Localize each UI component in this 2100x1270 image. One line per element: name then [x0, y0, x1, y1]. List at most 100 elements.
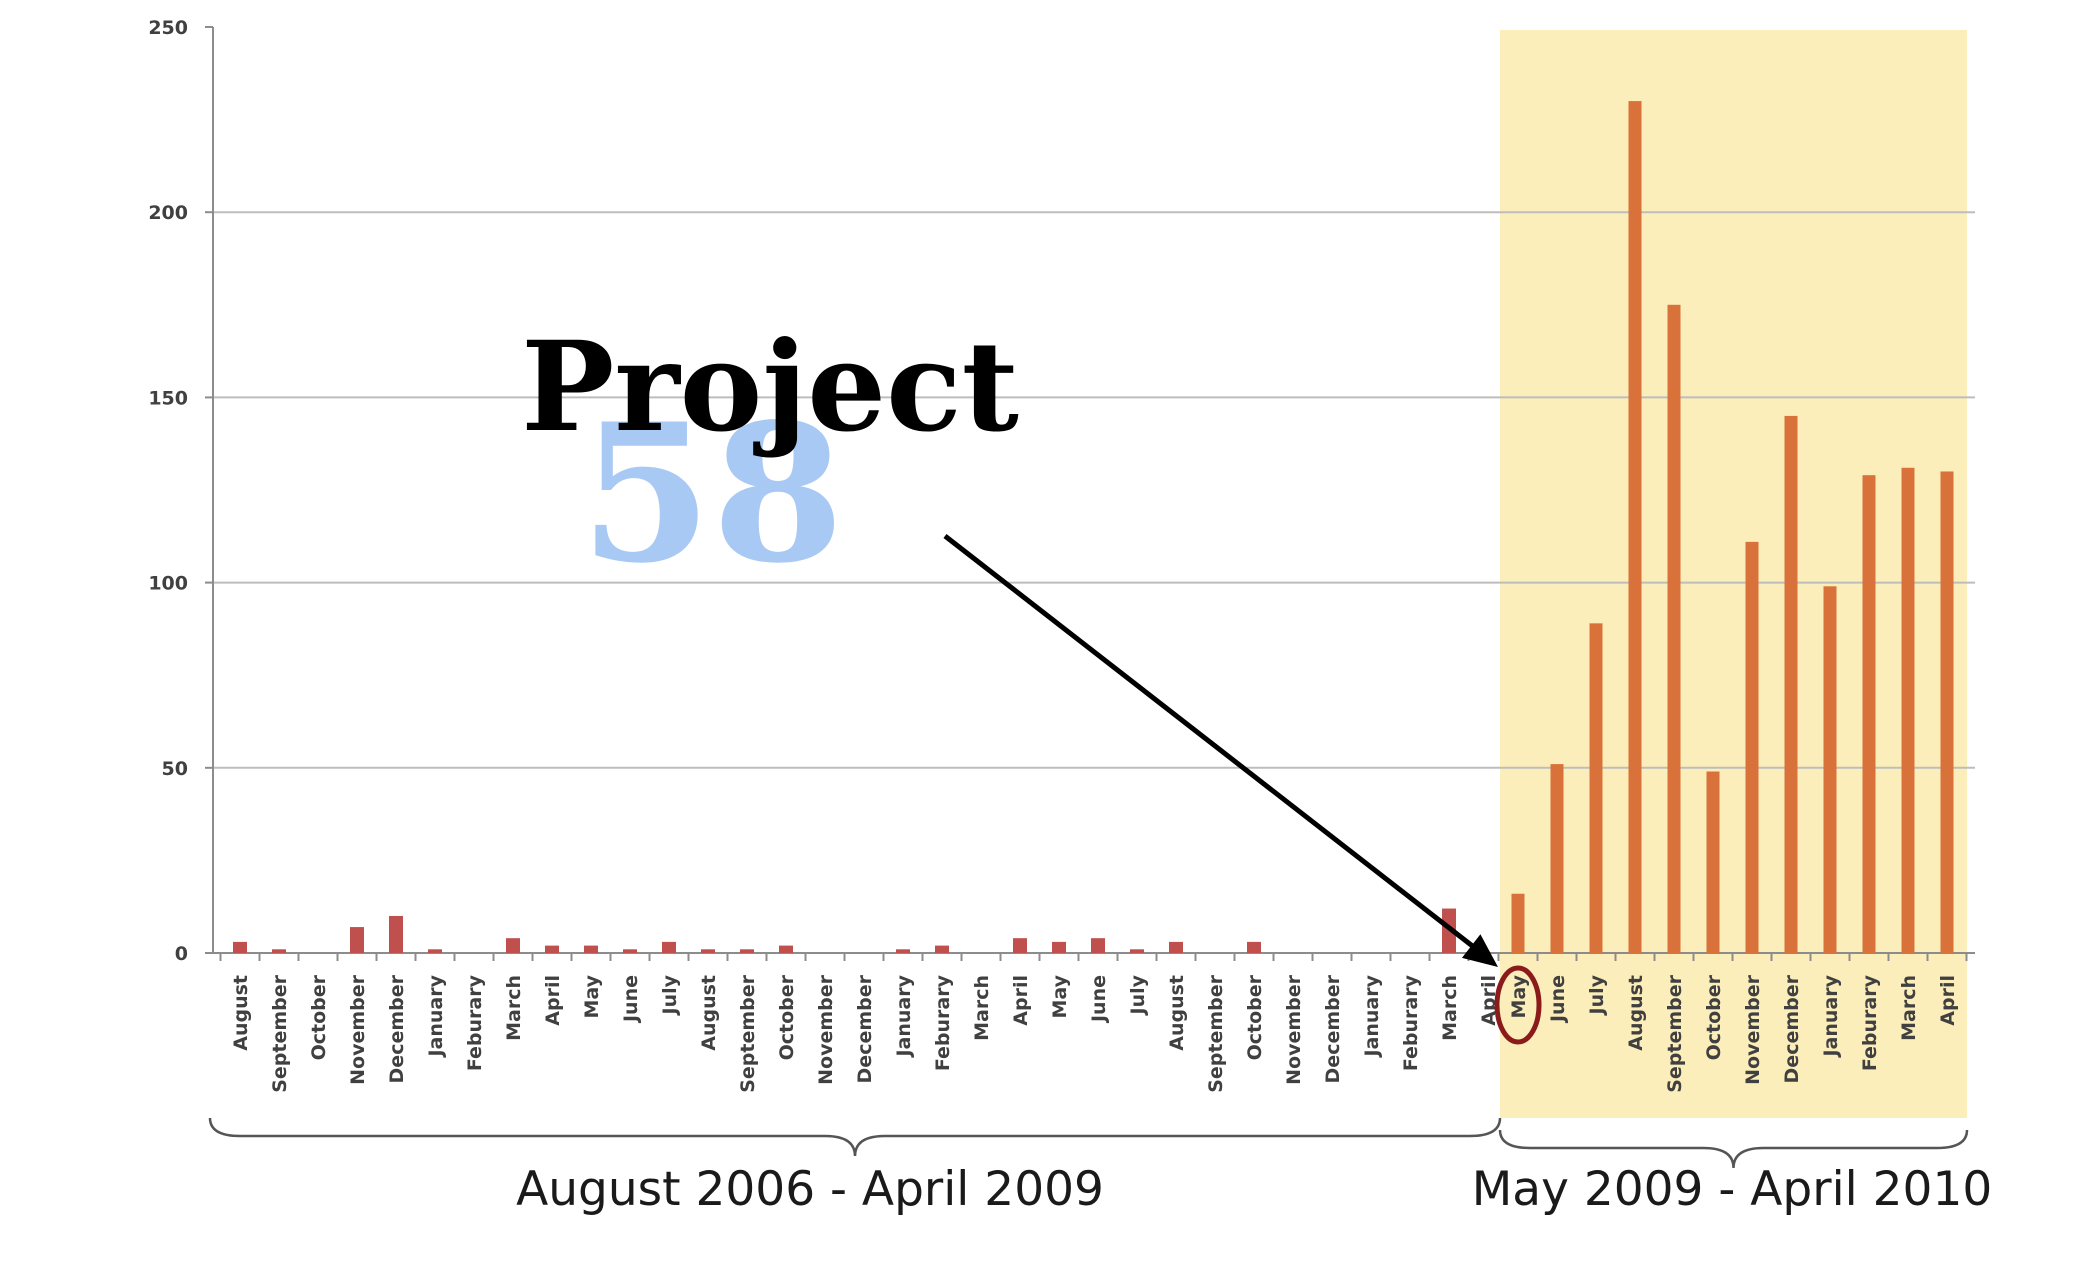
x-tick-label: July — [659, 974, 681, 1016]
bar — [1628, 101, 1642, 953]
bar — [350, 927, 364, 953]
bar — [584, 945, 598, 953]
x-tick-label: December — [1322, 974, 1344, 1083]
x-tick-label: April — [1937, 975, 1959, 1026]
x-tick-label: June — [1547, 975, 1569, 1024]
x-tick-label: January — [893, 974, 915, 1058]
x-tick-label: August — [230, 975, 252, 1051]
x-tick-label: December — [386, 974, 408, 1083]
x-tick-label: September — [269, 974, 291, 1092]
bar — [779, 945, 793, 953]
x-tick-label: April — [542, 975, 564, 1026]
y-tick-label: 150 — [148, 387, 188, 409]
x-tick-label: July — [1127, 974, 1149, 1016]
y-tick-label: 200 — [148, 202, 188, 224]
bar — [1169, 941, 1183, 953]
x-tick-label: Feburary — [464, 974, 486, 1071]
bar — [1589, 623, 1603, 953]
arrow-head — [1461, 934, 1498, 967]
bar — [506, 938, 520, 953]
bar — [1667, 304, 1681, 953]
bar — [1247, 941, 1261, 953]
x-tick-label: October — [1244, 974, 1266, 1060]
bar — [1013, 938, 1027, 953]
x-tick-label: September — [1205, 974, 1227, 1092]
brace — [208, 1117, 1502, 1157]
x-tick-label: May — [581, 974, 603, 1018]
x-tick-label: October — [308, 974, 330, 1060]
x-tick-label: Feburary — [932, 974, 954, 1071]
bar — [1130, 949, 1144, 953]
bar — [1511, 893, 1525, 953]
x-tick-label: March — [971, 975, 993, 1041]
bar — [1940, 471, 1954, 953]
bar — [1862, 475, 1876, 953]
bar — [1745, 541, 1759, 953]
period-label-before: August 2006 - April 2009 — [516, 1162, 1104, 1217]
period-label-after: May 2009 - April 2010 — [1472, 1162, 1993, 1217]
bar — [1052, 941, 1066, 953]
x-tick-label: May — [1508, 974, 1530, 1018]
bar — [545, 945, 559, 953]
x-tick-label: November — [1742, 974, 1764, 1085]
chart-title: Project — [521, 315, 1019, 460]
annotation — [943, 534, 1542, 1045]
y-tick-label: 0 — [175, 943, 188, 965]
x-tick-label: December — [854, 974, 876, 1083]
highlight-circle — [1494, 965, 1542, 1045]
bar — [428, 949, 442, 953]
bar — [935, 945, 949, 953]
brace — [1498, 1129, 1969, 1169]
arrow-line — [943, 534, 1486, 957]
x-tick-label: August — [698, 975, 720, 1051]
x-tick-label: June — [1088, 975, 1110, 1024]
x-tick-label: Feburary — [1859, 974, 1881, 1071]
x-tick-label: April — [1010, 975, 1032, 1026]
bar — [389, 915, 403, 953]
x-tick-label: December — [1781, 974, 1803, 1083]
bar — [1550, 764, 1564, 953]
x-tick-label: May — [1049, 974, 1071, 1018]
x-tick-label: March — [1439, 975, 1461, 1041]
x-tick-label: Feburary — [1400, 974, 1422, 1071]
bar — [623, 949, 637, 953]
bar — [1784, 415, 1798, 953]
y-tick-label: 100 — [148, 573, 188, 595]
x-tick-label: November — [1283, 974, 1305, 1085]
bar — [272, 949, 286, 953]
bar — [662, 941, 676, 953]
bars-after-period — [1511, 101, 1954, 953]
x-tick-label: March — [503, 975, 525, 1041]
x-tick-label: January — [1820, 974, 1842, 1058]
y-axis-ticks: 0 50 100 150 200 250 — [148, 17, 188, 965]
x-tick-label: June — [620, 975, 642, 1024]
bar — [701, 949, 715, 953]
x-tick-label: October — [776, 974, 798, 1060]
y-tick-label: 50 — [162, 758, 188, 780]
bar — [1823, 586, 1837, 953]
x-tick-label: January — [1361, 974, 1383, 1058]
bar — [233, 941, 247, 953]
bar — [740, 949, 754, 953]
x-tick-label: January — [425, 974, 447, 1058]
x-tick-label: March — [1898, 975, 1920, 1041]
x-tick-label: August — [1166, 975, 1188, 1051]
x-tick-label: October — [1703, 974, 1725, 1060]
bar — [1901, 467, 1915, 953]
x-tick-label: September — [1664, 974, 1686, 1092]
x-axis-labels: August September October November December Ja… — [230, 974, 1959, 1092]
y-tick-label: 250 — [148, 17, 188, 39]
x-tick-label: July — [1586, 974, 1608, 1016]
bar — [896, 949, 910, 953]
bar — [1706, 771, 1720, 953]
title-number: 58 — [580, 382, 844, 605]
bars-before-period — [233, 908, 1456, 953]
x-tick-label: November — [347, 974, 369, 1085]
x-tick-label: September — [737, 974, 759, 1092]
gridlines — [205, 26, 1975, 961]
period-braces — [208, 1117, 1969, 1169]
bar — [1091, 938, 1105, 953]
x-tick-label: August — [1625, 975, 1647, 1051]
x-tick-label: November — [815, 974, 837, 1085]
